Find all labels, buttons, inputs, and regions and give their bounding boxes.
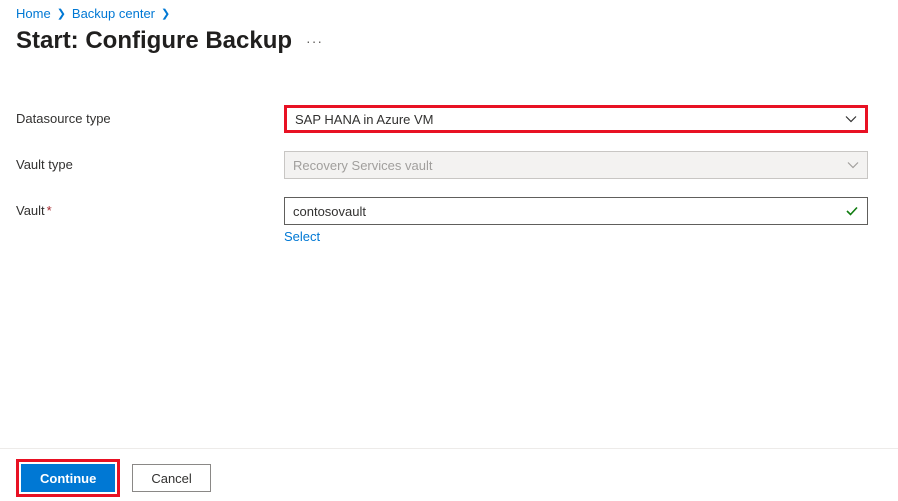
row-datasource-type: Datasource type SAP HANA in Azure VM [16,105,882,133]
breadcrumb: Home ❯ Backup center ❯ [16,6,882,21]
vault-select-link[interactable]: Select [284,229,320,244]
breadcrumb-backup-center[interactable]: Backup center [72,6,155,21]
label-vault: Vault* [16,197,284,218]
continue-button[interactable]: Continue [21,464,115,492]
continue-highlight: Continue [16,459,120,497]
datasource-type-select[interactable]: SAP HANA in Azure VM [284,105,868,133]
row-vault: Vault* contosovault Select [16,197,882,244]
label-vault-type: Vault type [16,151,284,172]
datasource-type-value: SAP HANA in Azure VM [295,112,434,127]
more-icon[interactable]: ··· [306,33,323,49]
vault-type-select: Recovery Services vault [284,151,868,179]
chevron-right-icon: ❯ [57,7,66,20]
breadcrumb-home[interactable]: Home [16,6,51,21]
page-title: Start: Configure Backup [16,27,292,55]
required-indicator: * [47,203,52,218]
label-datasource-type: Datasource type [16,105,284,126]
chevron-down-icon [845,113,857,125]
page-header: Start: Configure Backup ··· [16,27,882,55]
footer-bar: Continue Cancel [0,448,898,501]
vault-type-value: Recovery Services vault [293,158,432,173]
row-vault-type: Vault type Recovery Services vault [16,151,882,179]
vault-value: contosovault [293,204,366,219]
cancel-button[interactable]: Cancel [132,464,210,492]
chevron-down-icon [847,159,859,171]
check-icon [845,204,859,218]
vault-input[interactable]: contosovault [284,197,868,225]
chevron-right-icon: ❯ [161,7,170,20]
